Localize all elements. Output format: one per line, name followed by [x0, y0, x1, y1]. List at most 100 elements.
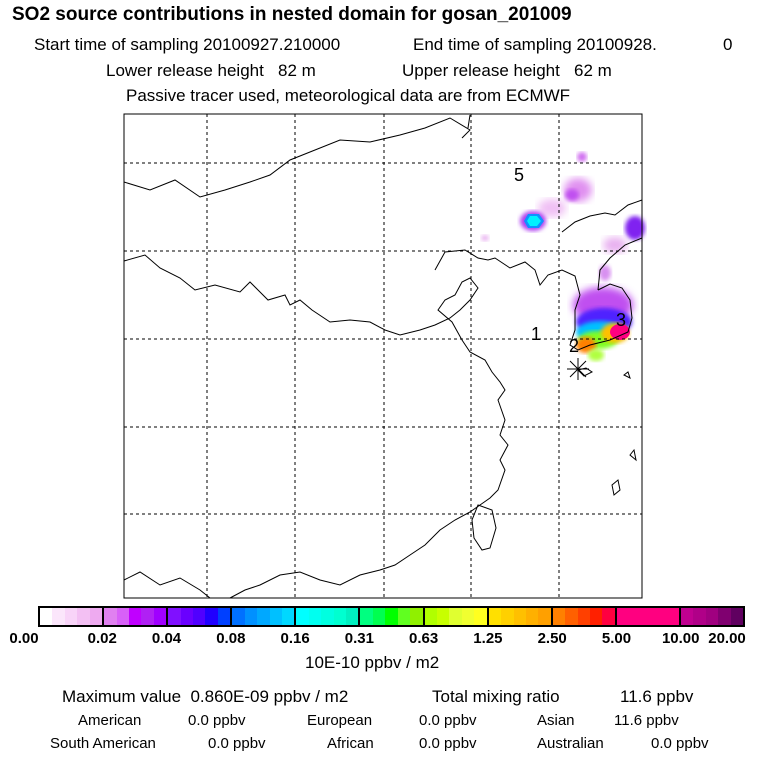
colorbar-tick-label: 20.00 [708, 630, 746, 647]
colorbar-cell [730, 608, 744, 625]
colorbar-cell [193, 608, 206, 625]
start-time: Start time of sampling 20100927.210000 [34, 35, 341, 54]
colorbar-cell [89, 608, 103, 625]
colorbar-cell [257, 608, 270, 625]
colorbar-cell [281, 608, 295, 625]
colorbar-cell [128, 608, 142, 625]
colorbar-cell [385, 608, 398, 625]
colorbar-cell [232, 608, 245, 625]
colorbar-segment [232, 608, 297, 625]
colorbar-tick-label: 2.50 [537, 630, 567, 647]
colorbar-tick-label: 0.63 [409, 630, 439, 647]
colorbar-segment [616, 608, 681, 625]
colorbar-cell [424, 608, 437, 625]
colorbar-cell [449, 608, 462, 625]
colorbar-cell [153, 608, 167, 625]
colorbar-cell [346, 608, 359, 625]
colorbar-tick-label: 0.04 [151, 630, 182, 647]
colorbar-cell [616, 608, 630, 625]
european-value: 0.0 ppbv [419, 712, 477, 729]
colorbar-segment [40, 608, 105, 625]
colorbar-cell [168, 608, 181, 625]
end-time: End time of sampling 20100928. [413, 35, 657, 54]
colorbar-cell [629, 608, 642, 625]
asian-label: Asian [537, 712, 575, 729]
colorbar-cell [397, 608, 411, 625]
colorbar-cell [372, 608, 386, 625]
colorbar-cell [410, 608, 423, 625]
colorbar-cell [513, 608, 526, 625]
colorbar-tick-label: 0.00 [9, 630, 39, 647]
colorbar-segment [296, 608, 361, 625]
south-american-label: South American [50, 735, 156, 752]
colorbar-tick-label: 10.00 [661, 630, 700, 647]
colorbar-cell [705, 608, 719, 625]
australian-label: Australian [537, 735, 604, 752]
colorbar-cell [680, 608, 694, 625]
map-frame [123, 113, 643, 599]
colorbar-cell [180, 608, 194, 625]
colorbar-segment [424, 608, 489, 625]
region-label-2: 2 [569, 336, 579, 356]
colorbar-tick-label: 0.16 [280, 630, 310, 647]
colorbar-cell [333, 608, 347, 625]
total-mixing-value: 11.6 ppbv [620, 687, 694, 706]
upper-release-height: Upper release height 62 m [402, 61, 612, 80]
colorbar-tick-label: 1.25 [473, 630, 503, 647]
colorbar-segment [680, 608, 744, 625]
max-value: Maximum value 0.860E-09 ppbv / m2 [62, 687, 349, 706]
american-value: 0.0 ppbv [188, 712, 246, 729]
colorbar-cell [269, 608, 282, 625]
region-label-5: 5 [514, 165, 524, 185]
colorbar-tick-label: 0.08 [216, 630, 246, 647]
european-label: European [307, 712, 373, 729]
total-mixing-label: Total mixing ratio [432, 687, 560, 706]
colorbar-cell [104, 608, 117, 625]
south-american-value: 0.0 ppbv [208, 735, 266, 752]
colorbar-cell [538, 608, 551, 625]
colorbar-cell [77, 608, 90, 625]
colorbar-cell [205, 608, 218, 625]
colorbar-cell [525, 608, 539, 625]
colorbar-cell [296, 608, 309, 625]
plume-field [481, 152, 645, 361]
colorbar-cell [360, 608, 373, 625]
colorbar-cell [666, 608, 679, 625]
colorbar-cell [436, 608, 450, 625]
region-label-3: 3 [616, 310, 626, 330]
colorbar-cell [116, 608, 129, 625]
lower-release-height: Lower release height 82 m [106, 61, 316, 80]
region-label-1: 1 [531, 324, 541, 344]
african-value: 0.0 ppbv [419, 735, 477, 752]
colorbar-cell [590, 608, 603, 625]
colorbar-cell [641, 608, 655, 625]
plot-title: SO2 source contributions in nested domai… [12, 4, 572, 25]
colorbar-cell [40, 608, 53, 625]
colorbar-cell [52, 608, 65, 625]
colorbar-cell [552, 608, 566, 625]
colorbar [38, 606, 745, 627]
colorbar-cell [141, 608, 154, 625]
australian-value: 0.0 ppbv [651, 735, 709, 752]
colorbar-segment [552, 608, 617, 625]
colorbar-cell [501, 608, 514, 625]
colorbar-cell [565, 608, 578, 625]
tracer-note: Passive tracer used, meteorological data… [126, 86, 571, 105]
colorbar-cell [461, 608, 475, 625]
american-label: American [78, 712, 142, 729]
asian-value: 11.6 ppbv [614, 712, 679, 729]
colorbar-tick-label: 5.00 [601, 630, 632, 647]
colorbar-segment [168, 608, 233, 625]
colorbar-cell [602, 608, 615, 625]
african-label: African [327, 735, 374, 752]
end-time-value: 0 [723, 35, 733, 54]
colorbar-cell [244, 608, 258, 625]
colorbar-segment [104, 608, 169, 625]
colorbar-cell [321, 608, 334, 625]
colorbar-cell [488, 608, 502, 625]
colorbar-tick-label: 0.31 [344, 630, 374, 647]
grid-lines [124, 114, 642, 598]
colorbar-segment [360, 608, 425, 625]
